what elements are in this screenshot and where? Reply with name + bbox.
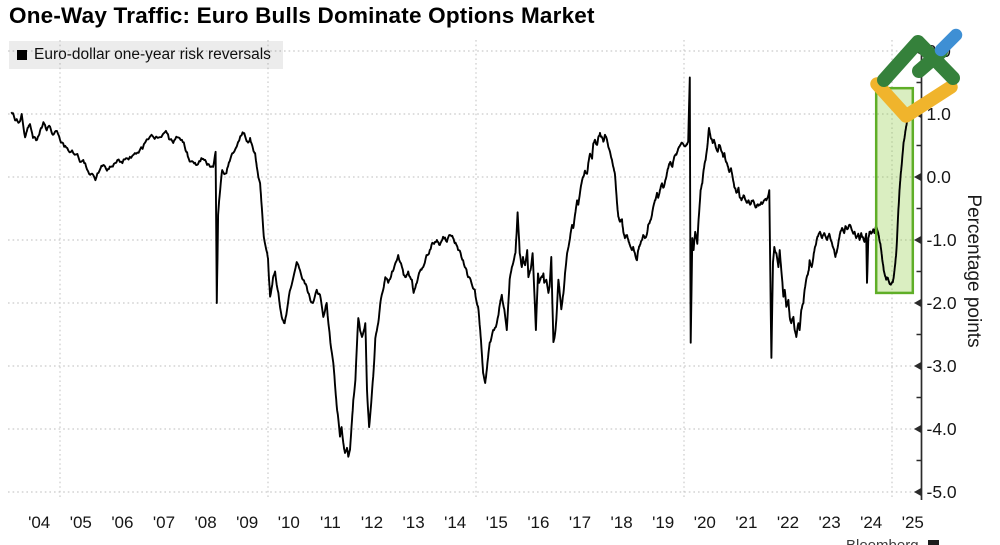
- y-tick-label: 2.0: [927, 41, 952, 61]
- x-tick-label: '04: [28, 513, 50, 532]
- x-tick-label: '05: [70, 513, 92, 532]
- y-major-tick: [914, 109, 922, 119]
- y-major-tick: [914, 46, 922, 56]
- y-tick-label: 1.0: [927, 104, 952, 124]
- chart-title: One-Way Traffic: Euro Bulls Dominate Opt…: [9, 3, 595, 28]
- x-tick-label: '21: [735, 513, 757, 532]
- x-tick-label: '14: [444, 513, 466, 532]
- y-major-tick: [914, 361, 922, 371]
- x-tick-label: '07: [153, 513, 175, 532]
- x-tick-label: '08: [195, 513, 217, 532]
- legend-series-square-icon: [17, 50, 27, 60]
- y-tick-label: -1.0: [927, 230, 957, 250]
- legend-label: Euro-dollar one-year risk reversals: [34, 46, 271, 63]
- bloomberg-square-icon: [927, 540, 939, 545]
- x-tick-label: '17: [569, 513, 591, 532]
- x-tick-label: '13: [403, 513, 425, 532]
- x-tick-label: '12: [361, 513, 383, 532]
- y-axis-title: Percentage points: [963, 194, 984, 348]
- x-tick-label: '18: [611, 513, 633, 532]
- y-major-tick: [914, 172, 922, 182]
- series-line: [10, 76, 909, 458]
- legend: Euro-dollar one-year risk reversals: [9, 41, 283, 69]
- y-major-tick: [914, 487, 922, 497]
- x-tick-label: '06: [111, 513, 133, 532]
- x-tick-label: '24: [860, 513, 882, 532]
- x-tick-label: '22: [777, 513, 799, 532]
- x-tick-label: '09: [236, 513, 258, 532]
- y-major-tick: [914, 424, 922, 434]
- y-tick-label: -2.0: [927, 293, 957, 313]
- x-tick-label: '10: [278, 513, 300, 532]
- x-tick-label: '19: [652, 513, 674, 532]
- attribution-source: Bloomberg: [846, 537, 919, 545]
- y-tick-label: -3.0: [927, 356, 957, 376]
- x-tick-label: '15: [486, 513, 508, 532]
- x-tick-label: '23: [819, 513, 841, 532]
- y-major-tick: [914, 235, 922, 245]
- y-tick-label: 0.0: [927, 167, 952, 187]
- x-tick-label: '25: [902, 513, 924, 532]
- x-tick-label: '20: [694, 513, 716, 532]
- y-tick-label: -5.0: [927, 482, 957, 502]
- y-tick-label: -4.0: [927, 419, 957, 439]
- attribution: Bloomberg: [846, 537, 939, 545]
- x-tick-label: '16: [527, 513, 549, 532]
- x-tick-label: '11: [320, 513, 341, 532]
- y-major-tick: [914, 298, 922, 308]
